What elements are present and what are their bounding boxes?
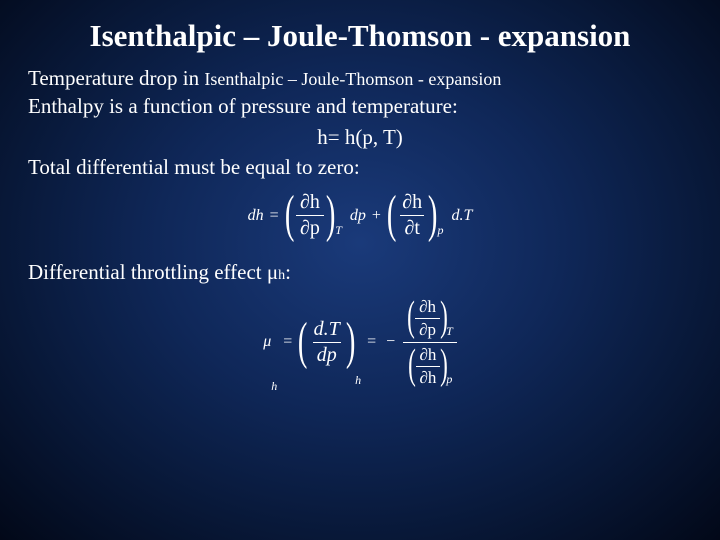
rparen-icon: ) — [346, 319, 356, 366]
eq2-bden: ∂h — [420, 368, 437, 388]
line-1b: Isenthalpic – Joule-Thomson - expansion — [204, 69, 501, 89]
line-2: Enthalpy is a function of pressure and t… — [28, 92, 692, 120]
line-5a: Differential throttling effect μ — [28, 260, 278, 284]
eq2-frac-left: d.T dp — [310, 318, 344, 367]
eq1-frac-2: ∂h ∂t — [398, 191, 426, 240]
line-1: Temperature drop in Isenthalpic – Joule-… — [28, 64, 692, 92]
line-3: h= h(p, T) — [28, 121, 692, 153]
lparen-icon: ( — [285, 192, 295, 239]
eq2-sub-h: h — [355, 373, 361, 388]
equation-1: dh = ( ∂h ∂p ) T dp + ( ∂h ∂t ) p d.T — [0, 181, 720, 258]
eq2-lden: dp — [317, 344, 337, 366]
slide: Isenthalpic – Joule-Thomson - expansion … — [0, 0, 720, 540]
lparen-icon: ( — [408, 347, 416, 385]
rparen-icon: ) — [441, 347, 449, 385]
eq1-den2: ∂t — [404, 217, 419, 239]
lparen-icon: ( — [407, 299, 415, 337]
eq2-mu-sub: h — [271, 379, 277, 394]
eq2-frac-bot: ∂h ∂h — [416, 344, 441, 389]
lparen-icon: ( — [298, 319, 308, 366]
eq1-plus: + — [368, 207, 385, 225]
eq1-den1: ∂p — [300, 217, 320, 239]
eq2-tnum: ∂h — [419, 297, 436, 317]
line-4: Total differential must be equal to zero… — [28, 153, 692, 181]
eq2-eq1: = — [279, 333, 296, 351]
eq2-mu: μ — [263, 333, 271, 351]
line-1a: Temperature drop in — [28, 66, 204, 90]
eq1-dT: d.T — [451, 207, 472, 225]
eq2-bnum: ∂h — [420, 345, 437, 365]
eq2-lnum: d.T — [314, 318, 340, 340]
eq1-lhs: dh — [248, 207, 264, 225]
body-block: Temperature drop in Isenthalpic – Joule-… — [0, 64, 720, 181]
eq1-sub-p: p — [437, 223, 443, 238]
line-5c: : — [285, 260, 291, 284]
eq1-num2: ∂h — [402, 191, 422, 213]
line-5: Differential throttling effect μh: — [0, 258, 720, 286]
slide-title: Isenthalpic – Joule-Thomson - expansion — [0, 0, 720, 64]
lparen-icon: ( — [387, 192, 397, 239]
rparen-icon: ) — [440, 299, 448, 337]
eq1-frac-1: ∂h ∂p — [296, 191, 324, 240]
eq2-frac-top: ∂h ∂p — [415, 296, 440, 341]
eq1-equals: = — [266, 207, 283, 225]
eq1-num1: ∂h — [300, 191, 320, 213]
eq2-neg: − — [382, 333, 399, 351]
eq2-bigfrac: ( ∂h ∂p ) T ( ∂h ∂h ) p — [403, 295, 457, 390]
eq2-tden: ∂p — [419, 320, 436, 340]
equation-2: μ h = ( d.T dp ) h = − ( ∂h ∂p ) — [0, 287, 720, 390]
eq1-sub-T: T — [335, 223, 342, 238]
rparen-icon: ) — [428, 192, 438, 239]
rparen-icon: ) — [326, 192, 336, 239]
eq2-eq2: = — [363, 333, 380, 351]
eq1-dp: dp — [350, 207, 366, 225]
